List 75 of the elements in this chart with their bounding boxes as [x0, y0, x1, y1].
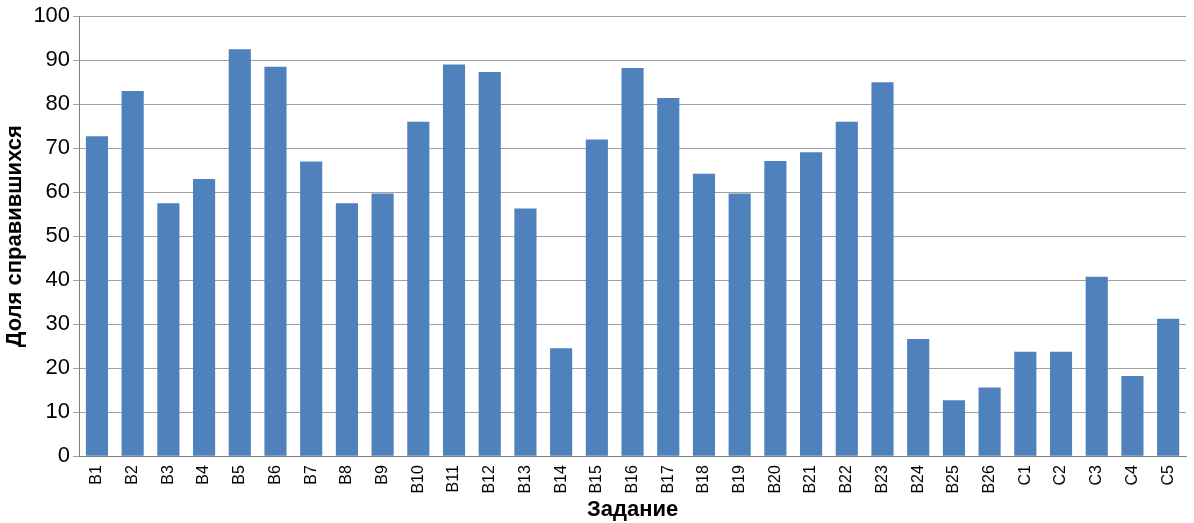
- bar: [157, 203, 180, 456]
- x-tick-label: B11: [444, 465, 462, 493]
- x-tick-label: B19: [730, 465, 748, 494]
- bar: [335, 203, 358, 456]
- x-tick-label: B16: [622, 465, 640, 494]
- x-tick-label: C4: [1122, 465, 1140, 486]
- y-tick-label: 50: [45, 222, 71, 248]
- bar: [764, 160, 787, 456]
- x-tick-label: B2: [123, 465, 141, 485]
- bar: [835, 121, 858, 456]
- y-tick-label: 20: [45, 354, 71, 380]
- x-axis-title: Задание: [586, 495, 679, 521]
- y-tick-label: 70: [45, 134, 71, 160]
- bar: [1157, 318, 1180, 456]
- bar: [800, 152, 823, 456]
- y-axis-title: Доля справившихся: [1, 125, 27, 348]
- y-tick-label: 30: [45, 310, 71, 336]
- bar: [514, 208, 537, 456]
- y-tick-label: 100: [33, 2, 71, 28]
- x-tick-label: B7: [301, 465, 319, 485]
- y-tick-label: 10: [45, 398, 71, 424]
- y-tick-label: 90: [45, 46, 71, 72]
- x-tick-label: B15: [587, 465, 605, 494]
- bar: [978, 387, 1001, 456]
- bar: [728, 193, 751, 456]
- x-tick-label: B8: [337, 465, 355, 485]
- x-tick-label: B12: [480, 465, 498, 494]
- bar: [300, 161, 323, 456]
- x-tick-label: B9: [373, 465, 391, 485]
- x-tick-label: B1: [87, 465, 105, 485]
- y-tick-label: 80: [45, 90, 71, 116]
- bar: [407, 121, 430, 456]
- bar: [1085, 276, 1108, 456]
- x-tick-label: B24: [908, 465, 926, 494]
- x-tick-label: B22: [837, 465, 855, 494]
- x-tick-label: C2: [1051, 465, 1069, 486]
- x-tick-label: B10: [408, 465, 426, 494]
- bar: [585, 139, 608, 456]
- x-tick-label: B21: [801, 465, 819, 494]
- bar: [692, 173, 716, 456]
- x-tick-label: B6: [265, 465, 283, 485]
- x-tick-label: B13: [515, 465, 533, 494]
- bar: [442, 64, 466, 456]
- bar: [621, 68, 644, 456]
- x-tick-label: C3: [1087, 465, 1105, 486]
- x-tick-label: C5: [1158, 465, 1176, 486]
- bar: [85, 136, 109, 456]
- bar: [907, 339, 930, 456]
- x-tick-label: C1: [1015, 465, 1033, 486]
- bar: [942, 400, 965, 456]
- x-tick-label: B17: [658, 465, 676, 494]
- x-tick-label: B25: [944, 465, 962, 494]
- y-tick-label: 0: [57, 442, 71, 468]
- x-tick-label: B4: [194, 465, 212, 485]
- bar: [1049, 351, 1073, 456]
- bar: [371, 193, 394, 456]
- bar: [550, 348, 573, 456]
- bar: [871, 82, 894, 456]
- y-tick-label: 40: [45, 266, 71, 292]
- bar: [193, 178, 216, 456]
- x-tick-label: B23: [872, 465, 890, 494]
- x-tick-label: B5: [230, 465, 248, 485]
- x-tick-label: B18: [694, 465, 712, 494]
- bar: [478, 72, 501, 456]
- bar: [1121, 376, 1144, 456]
- x-tick-label: B20: [765, 465, 783, 494]
- y-tick-label: 60: [45, 178, 71, 204]
- x-tick-label: B26: [980, 465, 998, 494]
- bar: [264, 66, 287, 456]
- x-tick-label: B3: [158, 465, 176, 485]
- bar: [657, 98, 680, 456]
- bar: [1014, 351, 1037, 456]
- x-tick-label: B14: [551, 465, 569, 494]
- bar: [121, 90, 144, 456]
- bar: [228, 49, 251, 456]
